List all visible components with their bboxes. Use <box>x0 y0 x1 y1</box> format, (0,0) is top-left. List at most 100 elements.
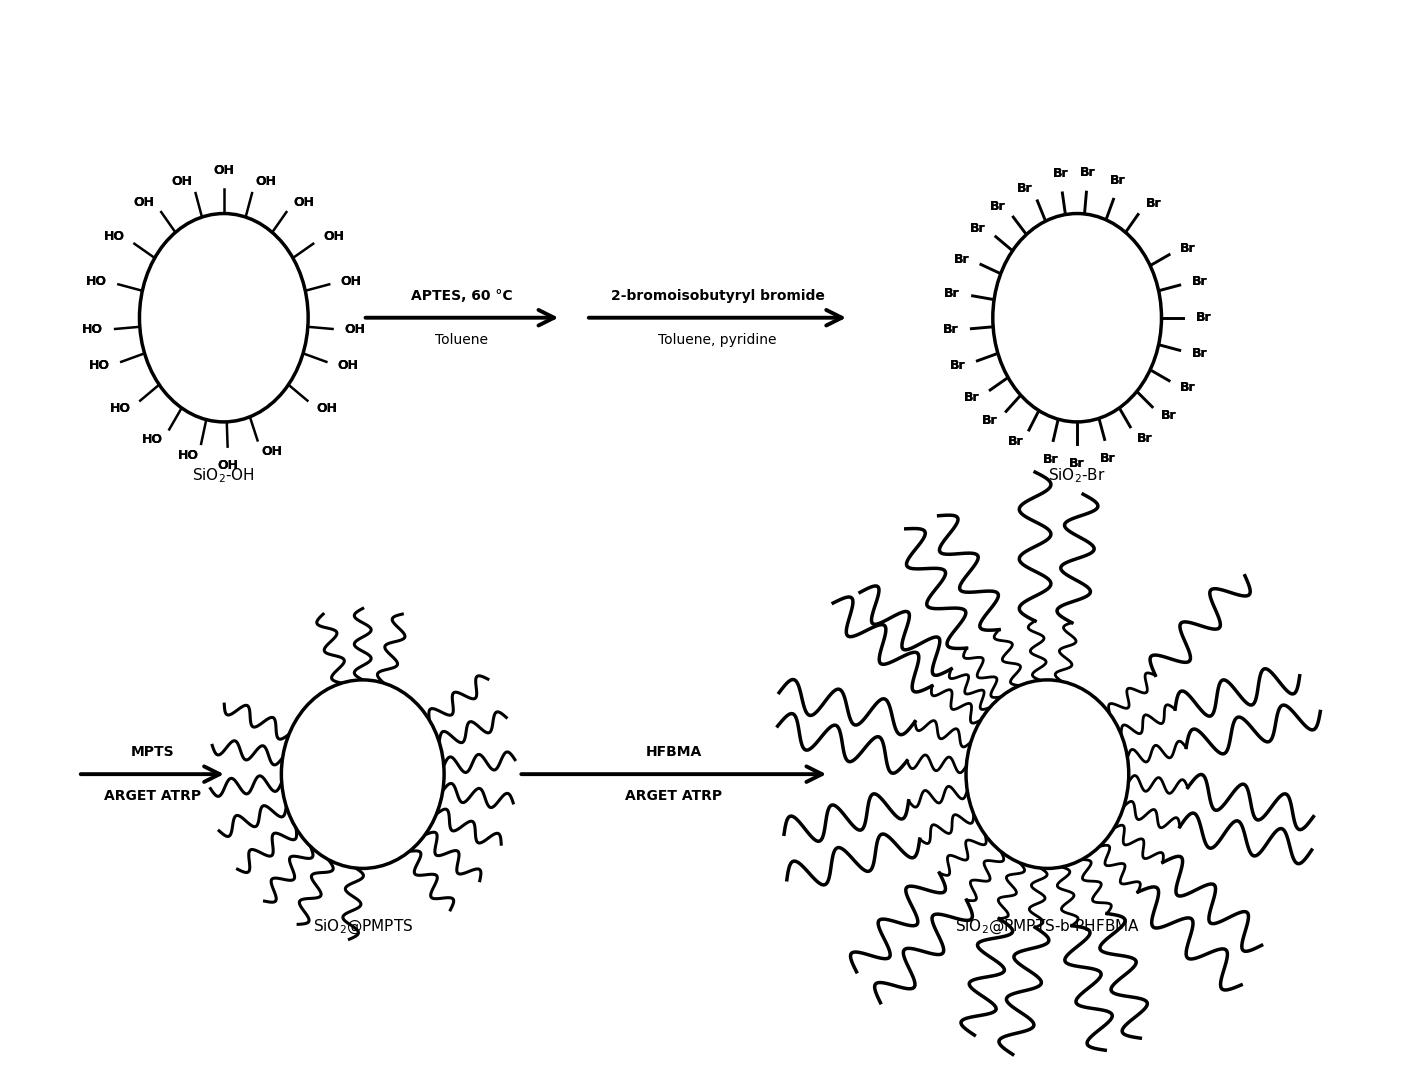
Text: HO: HO <box>85 274 107 287</box>
Text: Br: Br <box>950 358 965 371</box>
Text: OH: OH <box>214 164 235 176</box>
Text: Br: Br <box>954 253 970 266</box>
Text: APTES, 60 °C: APTES, 60 °C <box>412 288 513 302</box>
Text: Br: Br <box>1111 174 1126 187</box>
Text: HO: HO <box>110 401 131 414</box>
Text: OH: OH <box>261 445 282 458</box>
Text: Br: Br <box>943 323 958 337</box>
Text: Br: Br <box>944 287 960 300</box>
Text: HO: HO <box>83 324 103 337</box>
Text: Br: Br <box>1162 410 1178 423</box>
Text: Br: Br <box>1101 452 1116 465</box>
Text: Br: Br <box>1017 183 1032 196</box>
Ellipse shape <box>140 213 308 422</box>
Text: HO: HO <box>104 230 125 243</box>
Text: SiO$_2$-Br: SiO$_2$-Br <box>1048 467 1106 485</box>
Text: Br: Br <box>1180 242 1196 255</box>
Text: Toluene, pyridine: Toluene, pyridine <box>658 332 776 346</box>
Text: SiO$_2$@PMPTS-b-PHFBMA: SiO$_2$@PMPTS-b-PHFBMA <box>956 918 1141 936</box>
Text: Br: Br <box>1007 435 1022 448</box>
Text: OH: OH <box>171 175 192 188</box>
Text: HO: HO <box>142 434 164 447</box>
Text: OH: OH <box>340 274 362 287</box>
Text: OH: OH <box>323 230 345 243</box>
Text: Br: Br <box>1162 410 1178 423</box>
Text: HO: HO <box>83 324 103 337</box>
Text: OH: OH <box>345 324 366 337</box>
Text: Br: Br <box>1136 431 1152 444</box>
Ellipse shape <box>965 680 1129 868</box>
Text: Br: Br <box>1196 311 1212 324</box>
Text: OH: OH <box>293 196 315 209</box>
Text: OH: OH <box>214 164 235 176</box>
Text: Br: Br <box>1079 167 1095 180</box>
Text: Br: Br <box>983 414 997 427</box>
Text: ARGET ATRP: ARGET ATRP <box>625 789 722 803</box>
Text: Br: Br <box>990 200 1005 213</box>
Text: Br: Br <box>1069 456 1085 469</box>
Text: OH: OH <box>171 175 192 188</box>
Text: HO: HO <box>142 434 164 447</box>
Text: OH: OH <box>255 175 276 188</box>
Text: Br: Br <box>1052 167 1068 180</box>
Text: Br: Br <box>1145 197 1161 211</box>
Text: MPTS: MPTS <box>131 746 174 760</box>
Text: HO: HO <box>104 230 125 243</box>
Text: HO: HO <box>178 449 198 462</box>
Text: ARGET ATRP: ARGET ATRP <box>104 789 201 803</box>
Text: OH: OH <box>340 274 362 287</box>
Text: Br: Br <box>1192 275 1208 288</box>
Text: Br: Br <box>1079 167 1095 180</box>
Text: Br: Br <box>950 358 965 371</box>
Text: Br: Br <box>954 253 970 266</box>
Text: SiO$_2$@PMPTS: SiO$_2$@PMPTS <box>313 918 413 936</box>
Ellipse shape <box>993 213 1162 422</box>
Text: OH: OH <box>218 458 239 471</box>
Text: Br: Br <box>1101 452 1116 465</box>
Text: HFBMA: HFBMA <box>645 746 702 760</box>
Text: Br: Br <box>1069 456 1085 469</box>
Text: Br: Br <box>1145 197 1161 211</box>
Text: OH: OH <box>261 445 282 458</box>
Text: Br: Br <box>1042 453 1058 466</box>
Text: OH: OH <box>134 196 154 209</box>
Text: HO: HO <box>85 274 107 287</box>
Text: 2-bromoisobutyryl bromide: 2-bromoisobutyryl bromide <box>611 288 824 302</box>
Text: OH: OH <box>316 401 337 414</box>
Text: Br: Br <box>1192 275 1208 288</box>
Ellipse shape <box>282 680 444 868</box>
Text: OH: OH <box>255 175 276 188</box>
Text: Br: Br <box>943 323 958 337</box>
Text: Br: Br <box>1136 431 1152 444</box>
Text: Br: Br <box>1192 348 1208 360</box>
Text: OH: OH <box>345 324 366 337</box>
Text: HO: HO <box>90 359 110 372</box>
Text: Br: Br <box>1042 453 1058 466</box>
Text: OH: OH <box>134 196 154 209</box>
Text: Br: Br <box>1052 167 1068 180</box>
Text: Br: Br <box>964 391 980 404</box>
Text: Br: Br <box>1007 435 1022 448</box>
Text: Br: Br <box>1192 348 1208 360</box>
Text: Br: Br <box>990 200 1005 213</box>
Text: OH: OH <box>218 458 239 471</box>
Text: Toluene: Toluene <box>436 332 488 346</box>
Text: HO: HO <box>110 401 131 414</box>
Text: Br: Br <box>970 222 985 235</box>
Text: HO: HO <box>178 449 198 462</box>
Text: Br: Br <box>944 287 960 300</box>
Text: OH: OH <box>316 401 337 414</box>
Text: Br: Br <box>964 391 980 404</box>
Text: Br: Br <box>1180 242 1196 255</box>
Text: Br: Br <box>1111 174 1126 187</box>
Text: OH: OH <box>337 359 359 372</box>
Text: Br: Br <box>1196 311 1212 324</box>
Text: Br: Br <box>1017 183 1032 196</box>
Text: Br: Br <box>1180 381 1196 394</box>
Text: SiO$_2$-OH: SiO$_2$-OH <box>192 467 255 485</box>
Text: OH: OH <box>337 359 359 372</box>
Text: Br: Br <box>1180 381 1196 394</box>
Text: OH: OH <box>293 196 315 209</box>
Text: Br: Br <box>983 414 997 427</box>
Text: OH: OH <box>323 230 345 243</box>
